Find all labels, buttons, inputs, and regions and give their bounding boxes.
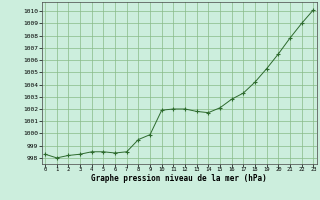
X-axis label: Graphe pression niveau de la mer (hPa): Graphe pression niveau de la mer (hPa) <box>91 174 267 183</box>
